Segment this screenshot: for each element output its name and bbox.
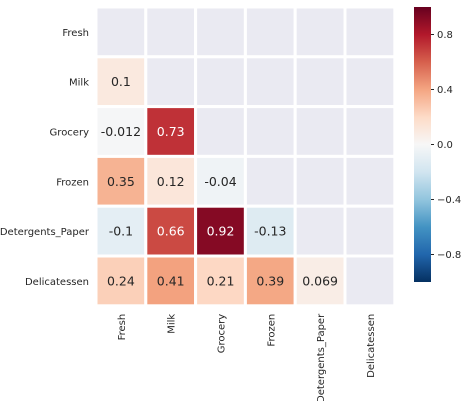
y-tick-label: Grocery xyxy=(50,128,90,139)
x-tick-label: Delicatessen xyxy=(366,314,377,378)
heatmap-cell-Fresh-Delicatessen xyxy=(343,5,397,59)
y-tick-label: Milk xyxy=(69,78,89,89)
colorbar-tick-label: 0.8 xyxy=(437,30,453,41)
cell-value-label: 0.069 xyxy=(302,273,338,288)
cell-value-label: -0.1 xyxy=(109,224,133,239)
heatmap-cell-Grocery-Detergents_Paper xyxy=(293,105,347,158)
heatmap-cell-Milk-Detergents_Paper xyxy=(293,55,347,109)
cell-value-label: 0.66 xyxy=(157,224,185,239)
heatmap-cell-Delicatessen-Milk xyxy=(144,254,198,308)
heatmap-cell-Grocery-Grocery xyxy=(194,105,247,158)
cell-value-label: 0.24 xyxy=(107,273,135,288)
heatmap-cell-Fresh-Frozen xyxy=(243,5,297,59)
heatmap-cells xyxy=(94,5,397,308)
heatmap-cell-Milk-Milk xyxy=(144,55,198,109)
heatmap-value-labels: 0.1 -0.012 0.73 0.35 0.12 -0.04 -0.1 0.66 0.92 -0… xyxy=(101,74,338,288)
cell-value-label: 0.1 xyxy=(111,74,131,89)
x-axis-tick-labels: Fresh Milk Grocery Frozen Detergents_Paper De… xyxy=(117,313,377,401)
y-tick-label: Frozen xyxy=(56,177,89,188)
x-tick-label: Detergents_Paper xyxy=(316,313,327,401)
heatmap-cell-Delicatessen-Delicatessen xyxy=(343,254,397,308)
cell-value-label: -0.012 xyxy=(101,124,141,139)
colorbar-tick-label: 0.4 xyxy=(437,85,453,96)
cell-value-label: 0.12 xyxy=(157,174,185,189)
colorbar-tick-label: −0.8 xyxy=(437,250,461,261)
cell-value-label: 0.39 xyxy=(256,273,284,288)
heatmap-cell-Detergents_Paper-Delicatessen xyxy=(343,204,397,258)
heatmap-cell-Milk-Frozen xyxy=(243,55,297,109)
colorbar xyxy=(414,7,431,282)
y-tick-label: Detergents_Paper xyxy=(0,227,90,238)
cell-value-label: 0.92 xyxy=(207,224,235,239)
x-tick-label: Frozen xyxy=(266,314,277,347)
heatmap-cell-Frozen-Detergents_Paper xyxy=(293,154,347,208)
heatmap-cell-Fresh-Milk xyxy=(144,5,198,59)
heatmap-cell-Detergents_Paper-Detergents_Paper xyxy=(293,204,347,258)
heatmap-cell-Detergents_Paper-Milk xyxy=(144,204,198,258)
heatmap-cell-Grocery-Delicatessen xyxy=(343,105,397,158)
y-tick-label: Fresh xyxy=(62,28,89,39)
cell-value-label: 0.35 xyxy=(107,174,135,189)
x-tick-label: Grocery xyxy=(217,314,228,354)
heatmap-cell-Milk-Grocery xyxy=(194,55,247,109)
y-tick-label: Delicatessen xyxy=(25,277,89,288)
cell-value-label: -0.13 xyxy=(254,224,286,239)
heatmap-cell-Milk-Delicatessen xyxy=(343,55,397,109)
heatmap-cell-Fresh-Grocery xyxy=(194,5,247,59)
colorbar-ticks: −0.8 −0.4 0.0 0.4 0.8 xyxy=(431,30,461,261)
heatmap-cell-Fresh-Detergents_Paper xyxy=(293,5,347,59)
cell-value-label: 0.73 xyxy=(157,124,185,139)
x-tick-label: Milk xyxy=(167,314,178,334)
x-tick-label: Fresh xyxy=(117,314,128,341)
cell-value-label: 0.21 xyxy=(207,273,235,288)
colorbar-tick-label: 0.0 xyxy=(437,140,453,151)
heatmap-cell-Frozen-Frozen xyxy=(243,154,297,208)
colorbar-tick-label: −0.4 xyxy=(437,195,461,206)
heatmap-cell-Fresh-Fresh xyxy=(94,5,148,59)
cell-value-label: 0.41 xyxy=(157,273,185,288)
cell-value-label: -0.04 xyxy=(204,174,236,189)
heatmap-cell-Detergents_Paper-Frozen xyxy=(243,204,297,258)
heatmap-cell-Frozen-Delicatessen xyxy=(343,154,397,208)
heatmap-cell-Grocery-Frozen xyxy=(243,105,297,158)
y-axis-tick-labels: Fresh Milk Grocery Frozen Detergents_Paper De… xyxy=(0,28,90,288)
